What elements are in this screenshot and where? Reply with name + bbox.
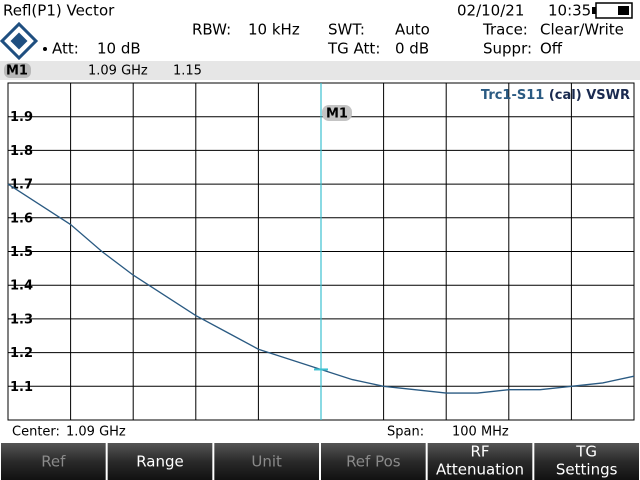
y-tick-label: 1.3 <box>10 312 33 327</box>
softkey-face[interactable] <box>214 443 319 480</box>
marker-flag-label: M1 <box>326 107 348 122</box>
swt-label: SWT: <box>328 21 365 39</box>
rbw-value: 10 kHz <box>248 21 300 39</box>
softkey-label[interactable]: RF <box>470 443 489 461</box>
y-tick-label: 1.8 <box>10 144 33 159</box>
softkey-face[interactable] <box>321 443 426 480</box>
date: 02/10/21 <box>457 2 524 20</box>
softkey-label[interactable]: TG <box>575 443 597 461</box>
softkey-face[interactable] <box>107 443 213 480</box>
softkey[interactable]: Ref Pos <box>321 443 426 480</box>
y-tick-label: 1.9 <box>10 110 33 125</box>
marker-flag <box>322 105 352 121</box>
y-tick-label: 1.4 <box>10 279 33 294</box>
trace-value: Clear/Write <box>540 21 624 39</box>
softkey[interactable]: Unit <box>214 443 319 480</box>
y-tick-label: 1.2 <box>10 346 33 361</box>
swt-value: Auto <box>395 21 430 39</box>
logo <box>0 21 39 61</box>
softkey-label[interactable]: Unit <box>251 453 282 471</box>
softkey[interactable]: Ref <box>1 443 106 480</box>
bullet <box>43 47 47 51</box>
y-tick-label: 1.6 <box>10 211 33 226</box>
softkey-label[interactable]: Settings <box>556 461 618 479</box>
softkey[interactable]: Range <box>107 443 213 480</box>
softkey-bar: Ref Range Unit Ref PosRFAttenuationTGSettin… <box>1 443 639 480</box>
softkey-label[interactable]: Ref <box>41 453 66 471</box>
mode-title: Refl(P1) Vector <box>3 2 115 20</box>
legend-part: (cal) <box>549 88 582 103</box>
marker-value: 1.15 <box>173 64 202 79</box>
trace-legend: Trc1-S11 (cal) VSWR <box>481 88 630 103</box>
y-tick-label: 1.1 <box>10 380 33 395</box>
suppr-value: Off <box>540 40 563 58</box>
softkey-label[interactable]: Ref Pos <box>346 453 401 471</box>
softkey-label[interactable]: Attenuation <box>436 461 524 479</box>
time: 10:35 <box>548 2 591 20</box>
plot: 1.1 1.2 1.3 1.4 1.5 1.6 1.7 1.8 1.9 Trc1-S11 (cal… <box>7 82 635 421</box>
tg-att-label: TG Att: <box>327 40 380 58</box>
battery-icon <box>592 2 633 19</box>
att-label: Att: <box>52 40 79 58</box>
trace-label: Trace: <box>482 21 528 39</box>
att-value: 10 dB <box>97 40 141 58</box>
softkey-face[interactable] <box>427 443 533 480</box>
softkey-label[interactable]: Range <box>136 453 184 471</box>
legend-part: VSWR <box>586 88 630 103</box>
span-label: Span: <box>387 425 424 440</box>
suppr-label: Suppr: <box>483 40 532 58</box>
marker-bar <box>0 61 640 80</box>
legend-part: Trc1-S11 <box>481 88 544 103</box>
rbw-label: RBW: <box>192 21 231 39</box>
marker-badge <box>4 63 31 78</box>
center-value: 1.09 GHz <box>66 425 126 440</box>
softkey-face[interactable] <box>1 443 106 480</box>
y-tick-label: 1.5 <box>10 245 33 260</box>
y-tick-label: 1.7 <box>10 178 33 193</box>
center-label: Center: <box>12 425 60 440</box>
span-value: 100 MHz <box>452 425 509 440</box>
softkey-face[interactable] <box>534 443 639 480</box>
tg-att-value: 0 dB <box>395 40 429 58</box>
marker-name: M1 <box>6 64 28 79</box>
marker-frequency: 1.09 GHz <box>88 64 148 79</box>
